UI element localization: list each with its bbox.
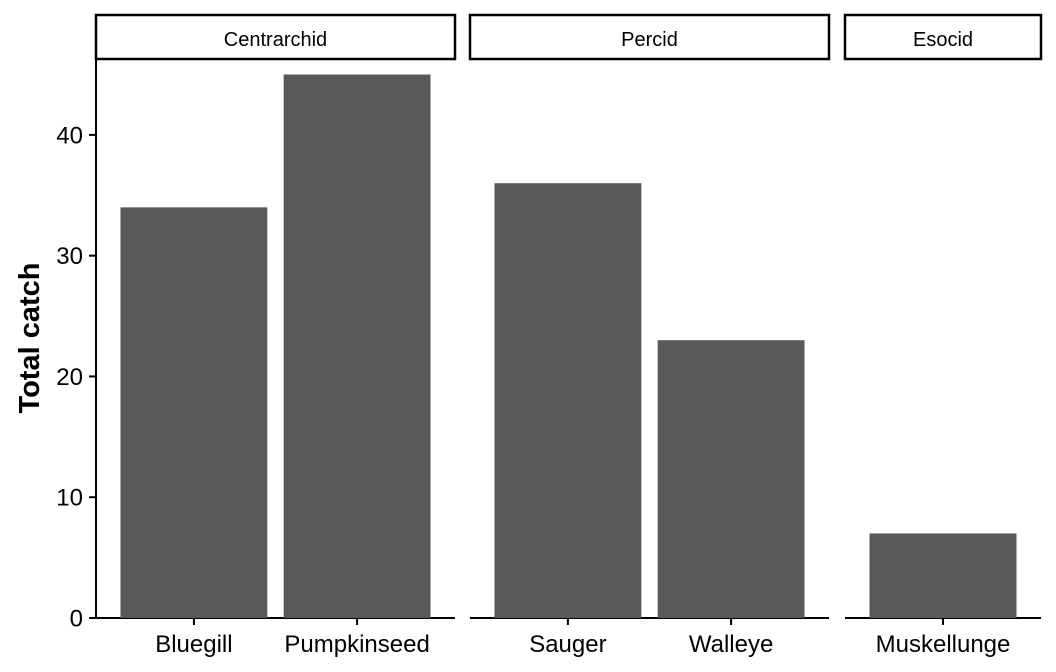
y-tick-label: 30	[56, 243, 83, 270]
y-tick-label: 0	[70, 606, 83, 633]
y-axis-title: Total catch	[14, 263, 46, 414]
x-tick-label: Bluegill	[155, 631, 232, 658]
facet-strip-label: Esocid	[913, 29, 973, 51]
facet-panel-esocid: Esocid Muskellunge	[843, 13, 1043, 658]
y-axis: 0 10 20 30 40	[56, 60, 97, 633]
y-tick-label: 40	[56, 122, 83, 149]
y-tick-label: 20	[56, 364, 83, 391]
x-tick-label: Walleye	[689, 631, 773, 658]
x-tick-label: Pumpkinseed	[284, 631, 429, 658]
bar-pumpkinseed	[283, 74, 431, 618]
facet-panel-centrarchid: Centrarchid Bluegill Pumpkinseed	[94, 13, 457, 658]
x-tick-label: Muskellunge	[876, 631, 1011, 658]
x-tick-label: Sauger	[529, 631, 606, 658]
bar-walleye	[657, 340, 805, 618]
facet-panels: Centrarchid Bluegill Pumpkinseed Percid Saug…	[94, 13, 1043, 658]
bar-sauger	[494, 183, 642, 618]
facet-strip	[94, 13, 457, 61]
y-tick-label: 10	[56, 485, 83, 512]
bar-muskellunge	[869, 533, 1017, 618]
facet-strip	[468, 13, 831, 61]
facet-strip-label: Centrarchid	[224, 29, 327, 51]
facet-strip-label: Percid	[621, 29, 678, 51]
facet-strip	[843, 13, 1043, 61]
facet-panel-percid: Percid Sauger Walleye	[468, 13, 831, 658]
bar-bluegill	[120, 207, 268, 618]
